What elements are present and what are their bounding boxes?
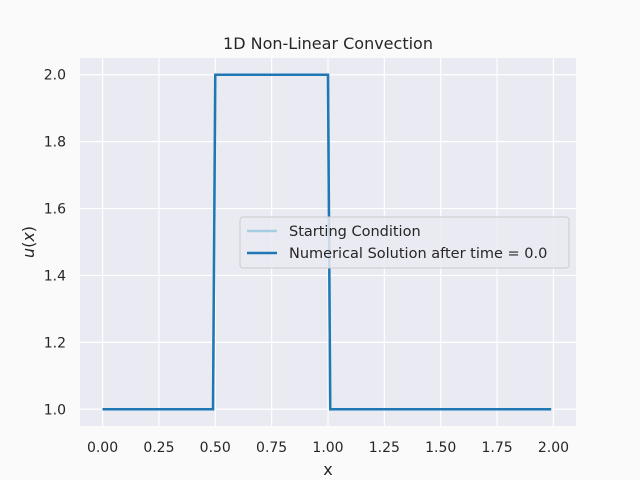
x-tick-label: 1.25 (369, 440, 400, 456)
x-tick-label: 0.00 (87, 440, 118, 456)
chart-title: 1D Non-Linear Convection (223, 34, 433, 53)
y-tick-label: 2.0 (44, 68, 66, 84)
y-tick-label: 1.0 (44, 402, 66, 418)
legend: Starting Condition Numerical Solution af… (239, 216, 570, 269)
legend-box (239, 216, 570, 269)
x-axis-label: x (323, 460, 332, 479)
x-tick-label: 0.75 (256, 440, 287, 456)
legend-label-starting-condition: Starting Condition (289, 224, 421, 240)
x-tick-label: 1.00 (312, 440, 343, 456)
y-tick-label: 1.2 (44, 335, 66, 351)
y-tick-label: 1.6 (44, 202, 66, 218)
x-tick-labels: 0.00 0.25 0.50 0.75 1.00 1.25 1.50 1.75 2.00 (87, 440, 569, 456)
x-tick-label: 1.75 (482, 440, 513, 456)
x-tick-label: 0.25 (143, 440, 174, 456)
x-tick-label: 1.50 (425, 440, 456, 456)
series-line-numerical-solution (102, 73, 552, 411)
y-axis-label: u(x) (19, 226, 38, 258)
series-layer (102, 73, 552, 411)
legend-label-numerical-solution: Numerical Solution after time = 0.0 (289, 246, 547, 262)
y-tick-label: 1.4 (44, 268, 66, 284)
x-tick-label: 0.50 (200, 440, 231, 456)
y-tick-label: 1.8 (44, 135, 66, 151)
y-tick-labels: 1.0 1.2 1.4 1.6 1.8 2.0 (44, 68, 66, 419)
x-tick-label: 2.00 (538, 440, 569, 456)
